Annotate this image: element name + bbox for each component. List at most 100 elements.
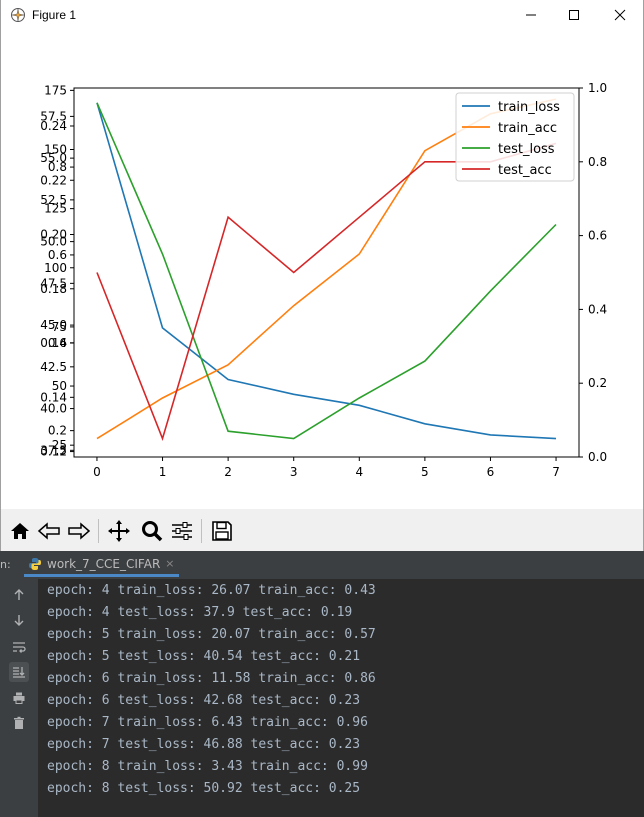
- console-line: epoch: 7 train_loss: 6.43 train_acc: 0.9…: [47, 715, 368, 730]
- configure-icon: [172, 522, 192, 540]
- left-y-tick-label: 50.0: [40, 235, 67, 249]
- scroll-to-end-icon: [13, 667, 25, 678]
- left-y-tick-label: 0.6: [48, 248, 67, 262]
- series-line-test-loss: [96, 102, 557, 440]
- zoom-button[interactable]: [138, 517, 166, 545]
- right-y-tick-label: 0.8: [588, 155, 607, 169]
- left-y-tick-label: 25: [52, 438, 67, 452]
- zoom-icon: [142, 521, 163, 542]
- console-line: epoch: 4 test_loss: 37.9 test_acc: 0.19: [47, 605, 353, 620]
- right-y-tick-label: 0.0: [588, 450, 607, 464]
- scroll-to-end-button[interactable]: [9, 662, 29, 682]
- console-line: epoch: 6 train_loss: 11.58 train_acc: 0.…: [47, 671, 376, 686]
- maximize-icon: [569, 10, 579, 20]
- python-icon: [29, 557, 41, 570]
- save-button[interactable]: [208, 517, 236, 545]
- forward-icon: [68, 522, 91, 540]
- right-y-tick-label: 1.0: [588, 81, 607, 95]
- tab-close-icon[interactable]: ×: [165, 557, 175, 570]
- x-tick-label: 0: [93, 465, 101, 479]
- axes-frame: [73, 87, 580, 458]
- legend-label: test_loss: [498, 142, 555, 157]
- x-tick-label: 5: [421, 465, 429, 479]
- toolbar-separator: [98, 519, 99, 543]
- left-y-tick-label: 0.16: [40, 336, 67, 350]
- x-tick-label: 6: [487, 465, 495, 479]
- right-y-tick-label: 0.6: [588, 229, 607, 243]
- soft-wrap-button[interactable]: [9, 637, 29, 657]
- console-line: epoch: 7 test_loss: 46.88 test_acc: 0.23: [47, 737, 361, 752]
- legend-box: [455, 92, 575, 182]
- left-y-tick-label: 40.0: [40, 402, 67, 416]
- legend-label: test_acc: [498, 163, 552, 178]
- right-y-tick-label: 0.2: [588, 376, 607, 390]
- left-y-tick-label: 75: [52, 320, 67, 334]
- left-y-tick-label: 0.4: [48, 336, 67, 350]
- close-icon: [614, 9, 626, 21]
- home-icon: [11, 523, 29, 539]
- legend-label: train_loss: [498, 100, 560, 115]
- figure-window: Figure 1 0 1 2 3 4 5 6 7 0.0 0.2 0.4 0.6 0.8 1.0 0.12 0…: [0, 0, 644, 551]
- navigation-toolbar: [1, 509, 643, 551]
- console-line: epoch: 8 train_loss: 3.43 train_acc: 0.9…: [47, 759, 368, 774]
- left-y-tick-label: 0.22: [40, 173, 67, 187]
- figure-app-icon: [11, 8, 25, 22]
- console-line: epoch: 5 test_loss: 40.54 test_acc: 0.21: [47, 649, 361, 664]
- left-y-tick-label: 0.2: [48, 424, 67, 438]
- forward-button[interactable]: [65, 517, 93, 545]
- left-y-tick-label: 150: [44, 143, 67, 157]
- window-title: Figure 1: [32, 8, 77, 22]
- left-y-tick-label: 125: [44, 202, 67, 216]
- scroll-down-button[interactable]: [9, 610, 29, 630]
- left-y-tick-label: 55.0: [40, 151, 67, 165]
- print-button[interactable]: [9, 688, 29, 708]
- left-y-tick-label: 42.5: [40, 360, 67, 374]
- plot-area[interactable]: 0 1 2 3 4 5 6 7 0.0 0.2 0.4 0.6 0.8 1.0 0.12 0.14 0.16 0.…: [1, 31, 643, 509]
- left-y-tick-label: 175: [44, 83, 67, 97]
- titlebar[interactable]: Figure 1: [1, 0, 643, 31]
- console-line: epoch: 5 train_loss: 20.07 train_acc: 0.…: [47, 627, 376, 642]
- pan-icon: [108, 520, 130, 542]
- left-y-tick-label: 0.18: [40, 282, 67, 296]
- close-button[interactable]: [597, 0, 643, 30]
- scroll-up-icon: [14, 589, 24, 600]
- left-y-tick-label: 0.14: [40, 390, 67, 404]
- print-icon: [13, 692, 25, 704]
- clear-button[interactable]: [9, 713, 29, 733]
- x-tick-label: 2: [224, 465, 232, 479]
- series-line-train-loss: [96, 102, 557, 440]
- minimize-button[interactable]: [508, 0, 554, 30]
- tab-work-7-cce-cifar[interactable]: work_7_CCE_CIFAR ×: [24, 553, 179, 577]
- home-button[interactable]: [6, 517, 34, 545]
- toolbar-separator: [201, 519, 202, 543]
- right-y-tick-label: 0.4: [588, 302, 607, 316]
- scroll-up-button[interactable]: [9, 585, 29, 605]
- x-tick-label: 1: [159, 465, 167, 479]
- left-y-tick-label: 100: [44, 261, 67, 275]
- tab-prefix: n:: [0, 558, 11, 571]
- maximize-button[interactable]: [551, 0, 597, 30]
- tab-label: work_7_CCE_CIFAR: [47, 556, 161, 571]
- minimize-icon: [526, 14, 536, 16]
- left-y-tick-label: 0.12: [40, 445, 67, 459]
- left-y-tick-label: 0.8: [48, 160, 67, 174]
- console-line: epoch: 4 train_loss: 26.07 train_acc: 0.…: [47, 583, 376, 598]
- legend-label: train_acc: [498, 121, 557, 136]
- left-y-tick-label: 47.5: [40, 276, 67, 290]
- pan-button[interactable]: [105, 517, 133, 545]
- scroll-down-icon: [14, 615, 24, 626]
- x-tick-label: 3: [290, 465, 298, 479]
- left-y-tick-label: 45.0: [40, 318, 67, 332]
- x-tick-label: 7: [552, 465, 560, 479]
- back-button[interactable]: [35, 517, 63, 545]
- left-y-tick-label: 0.24: [40, 119, 67, 133]
- left-y-tick-label: 57.5: [40, 109, 67, 123]
- chart[interactable]: 0 1 2 3 4 5 6 70.00.20.40.60.81.00.120.140.160.…: [1, 31, 643, 509]
- configure-button[interactable]: [168, 517, 196, 545]
- console-output[interactable]: epoch: 4 train_loss: 26.07 train_acc: 0.…: [38, 579, 644, 817]
- left-y-tick-label: 0.20: [40, 228, 67, 242]
- left-y-tick-label: 50: [52, 379, 67, 393]
- save-icon: [212, 521, 232, 541]
- back-icon: [37, 522, 60, 540]
- x-tick-label: 4: [355, 465, 363, 479]
